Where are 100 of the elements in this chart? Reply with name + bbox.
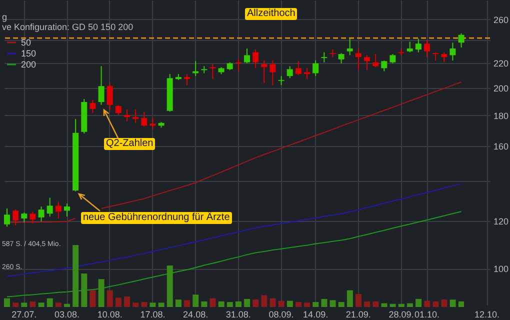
x-tick-label: 14.09. (303, 310, 328, 320)
bar (46, 298, 53, 307)
bar (72, 245, 79, 307)
x-tick-label: 27.07. (12, 310, 37, 320)
candlestick (64, 203, 70, 218)
bar (244, 298, 250, 307)
bar (218, 301, 224, 307)
candlestick (346, 38, 353, 56)
bar (278, 300, 284, 307)
bar (304, 302, 310, 307)
candlestick (12, 209, 19, 226)
x-tick-label: 10.08. (97, 310, 122, 320)
candlestick (364, 54, 370, 71)
x-tick-label: 08.09. (268, 310, 294, 320)
text: ve Konfiguration: GD 50 150 200 (2, 22, 134, 32)
candlestick (21, 212, 28, 223)
ref-line-label: Allzeithoch (245, 8, 298, 20)
candlestick (270, 60, 276, 86)
x-tick-label: 12.10. (474, 310, 500, 320)
annotation: Q2-Zahlen (104, 138, 156, 150)
bar (90, 290, 96, 307)
x-tick-label: 28.09. (388, 310, 414, 320)
bar (441, 300, 448, 307)
candlestick (278, 76, 284, 86)
y-tick-label: 120 (494, 216, 509, 227)
candlestick (415, 38, 422, 53)
candlestick (132, 109, 139, 124)
candlestick (458, 32, 464, 48)
bar (30, 301, 36, 307)
bar (398, 304, 404, 307)
y-tick-label: 180 (494, 110, 509, 121)
candlestick (30, 211, 36, 224)
bar (210, 298, 216, 307)
candlestick (244, 48, 250, 64)
candlestick (55, 201, 62, 219)
annotation: neue Gebührenordnung für Ärzte (81, 212, 232, 224)
candlestick (355, 48, 362, 71)
candlestick (372, 54, 379, 68)
candlestick (235, 58, 242, 72)
bar (270, 298, 276, 307)
bar (175, 300, 182, 307)
bar (416, 298, 422, 307)
bar (458, 301, 464, 307)
bar (372, 301, 379, 307)
y-tick-label: 220 (494, 58, 509, 68)
bar (150, 302, 156, 307)
bar (106, 290, 113, 307)
bar (330, 300, 336, 307)
x-tick-label: 01.10. (414, 310, 440, 320)
candlestick (381, 60, 388, 72)
legend-label: 150 (21, 48, 36, 58)
x-tick-label: 03.08. (54, 310, 80, 320)
bar (296, 302, 302, 307)
bar (390, 304, 396, 307)
candlestick (450, 42, 456, 62)
candlestick (312, 60, 319, 77)
candlestick (4, 208, 10, 228)
bar (81, 274, 88, 307)
legend-label: 200 (21, 60, 36, 70)
candlestick (124, 109, 130, 122)
bar (261, 295, 268, 307)
candlestick (90, 99, 96, 114)
bar (432, 301, 439, 307)
legend-label: 50 (21, 38, 32, 48)
bar (201, 301, 208, 307)
x-tick-label: 31.08. (226, 310, 251, 320)
y-tick-label: 260 (494, 14, 509, 25)
x-tick-label: 21.09. (346, 310, 371, 320)
y-tick-label: 200 (494, 83, 509, 94)
bar (424, 300, 430, 307)
bar (235, 301, 242, 307)
candlestick (150, 118, 156, 130)
bar (321, 298, 328, 307)
y-tick-label: 100 (494, 264, 509, 274)
bar (141, 302, 148, 307)
candlestick (46, 197, 53, 218)
candlestick (321, 52, 328, 63)
candlestick (406, 41, 413, 53)
candlestick (424, 40, 430, 58)
bar (192, 294, 199, 307)
bar (132, 302, 139, 307)
candlestick (106, 82, 113, 110)
candlestick (115, 104, 122, 116)
x-tick-label: 24.08. (183, 310, 208, 320)
candlestick (141, 111, 148, 128)
candlestick (210, 64, 216, 80)
bar (364, 301, 370, 307)
y-tick-label: 160 (494, 142, 509, 152)
bar (346, 290, 353, 307)
candlestick (252, 49, 259, 69)
bar (226, 302, 233, 307)
x-tick-label: 17.08. (140, 310, 166, 320)
bar (406, 303, 413, 307)
bar (21, 302, 28, 307)
candlestick (261, 60, 268, 84)
candlestick (441, 52, 448, 63)
bar (381, 303, 388, 307)
bar (38, 302, 44, 307)
bar (124, 296, 130, 307)
candlestick (38, 206, 44, 222)
